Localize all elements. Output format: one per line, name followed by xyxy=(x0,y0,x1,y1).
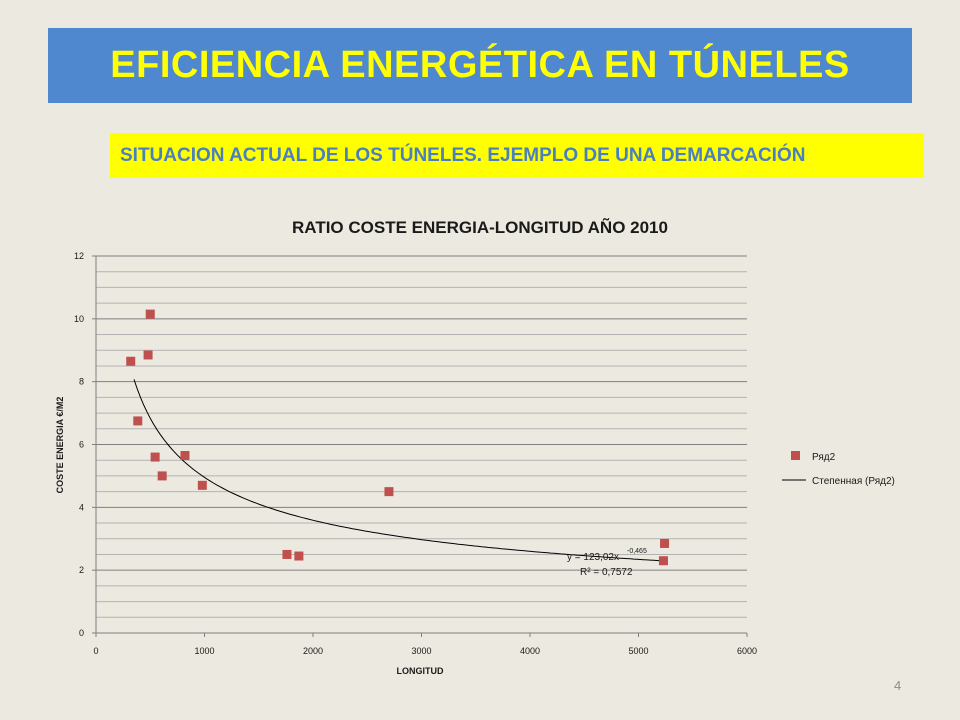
y-axis-label: COSTE ENERGIA €/M2 xyxy=(55,397,65,494)
trendline-exponent: -0,465 xyxy=(627,548,647,555)
x-tick-label: 5000 xyxy=(628,646,648,656)
data-point xyxy=(145,309,155,319)
x-tick-label: 4000 xyxy=(520,646,540,656)
trendline-r2: R² = 0,7572 xyxy=(580,567,633,578)
slide-title: EFICIENCIA ENERGÉTICA EN TÚNELES xyxy=(110,44,850,86)
x-axis-label: LONGITUD xyxy=(397,666,444,676)
y-tick-label: 6 xyxy=(79,440,84,450)
trendline-equation: y = 123,02x xyxy=(567,552,619,563)
data-point xyxy=(660,538,670,548)
x-tick-label: 1000 xyxy=(194,646,214,656)
y-tick-label: 10 xyxy=(74,314,84,324)
title-banner: EFICIENCIA ENERGÉTICA EN TÚNELES xyxy=(48,28,912,103)
data-point xyxy=(384,487,394,497)
data-point xyxy=(294,551,304,561)
y-tick-label: 4 xyxy=(79,502,84,512)
data-point xyxy=(143,350,153,360)
legend-label-trendline: Степенная (Ряд2) xyxy=(812,476,895,487)
trendline-curve xyxy=(133,379,664,562)
data-point xyxy=(197,480,207,490)
y-tick-label: 8 xyxy=(79,377,84,387)
data-point xyxy=(133,416,143,426)
x-tick-label: 6000 xyxy=(737,646,757,656)
chart-title: RATIO COSTE ENERGIA-LONGITUD AÑO 2010 xyxy=(292,217,668,237)
legend-label-series: Ряд2 xyxy=(812,452,836,463)
x-tick-label: 2000 xyxy=(303,646,323,656)
y-tick-label: 0 xyxy=(79,628,84,638)
data-point xyxy=(126,356,136,366)
data-point xyxy=(150,452,160,462)
data-point xyxy=(282,549,292,559)
page-number: 4 xyxy=(894,678,902,693)
data-point xyxy=(157,471,167,481)
legend-marker-series xyxy=(791,451,800,460)
y-tick-label: 2 xyxy=(79,565,84,575)
y-tick-label: 12 xyxy=(74,251,84,261)
x-tick-label: 3000 xyxy=(411,646,431,656)
slide-subtitle: SITUACION ACTUAL DE LOS TÚNELES. EJEMPLO… xyxy=(110,133,924,178)
data-point xyxy=(658,556,668,566)
x-tick-label: 0 xyxy=(93,646,98,656)
data-point xyxy=(180,450,190,460)
